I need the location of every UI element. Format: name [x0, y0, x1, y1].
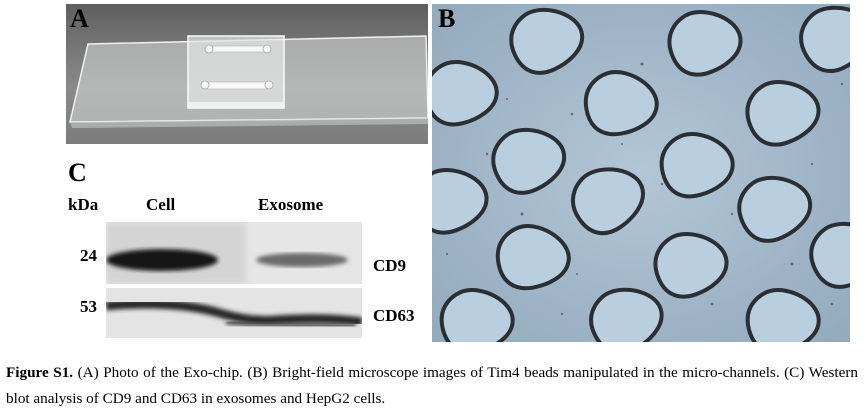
- kda-header: kDa: [68, 195, 99, 214]
- panel-c-label: C: [68, 158, 87, 187]
- blot-strip-cd63: [106, 288, 362, 338]
- caption-lead: Figure S1.: [6, 364, 74, 381]
- band-cd9-exosome: [256, 253, 348, 267]
- caption-text: (A) Photo of the Exo-chip. (B) Bright-fi…: [6, 364, 858, 407]
- microscope-image: [432, 4, 850, 342]
- exo-chip-photo: [66, 4, 428, 144]
- figure-caption: Figure S1. (A) Photo of the Exo-chip. (B…: [6, 360, 858, 412]
- marker-24: 24: [80, 246, 97, 265]
- lane-header-cell: Cell: [146, 195, 176, 214]
- band-label-cd63: CD63: [373, 306, 415, 325]
- band-cd63: [106, 299, 362, 327]
- panel-a-label: A: [70, 4, 89, 33]
- exo-chip-illustration: [69, 35, 428, 128]
- blot-strip-cd9: [106, 222, 362, 284]
- marker-53: 53: [80, 297, 97, 316]
- bead-array-illustration: [432, 4, 850, 342]
- band-cd9-cell: [106, 249, 218, 271]
- panel-b-label: B: [438, 4, 456, 33]
- band-label-cd9: CD9: [373, 256, 407, 275]
- lane-header-exosome: Exosome: [258, 195, 324, 214]
